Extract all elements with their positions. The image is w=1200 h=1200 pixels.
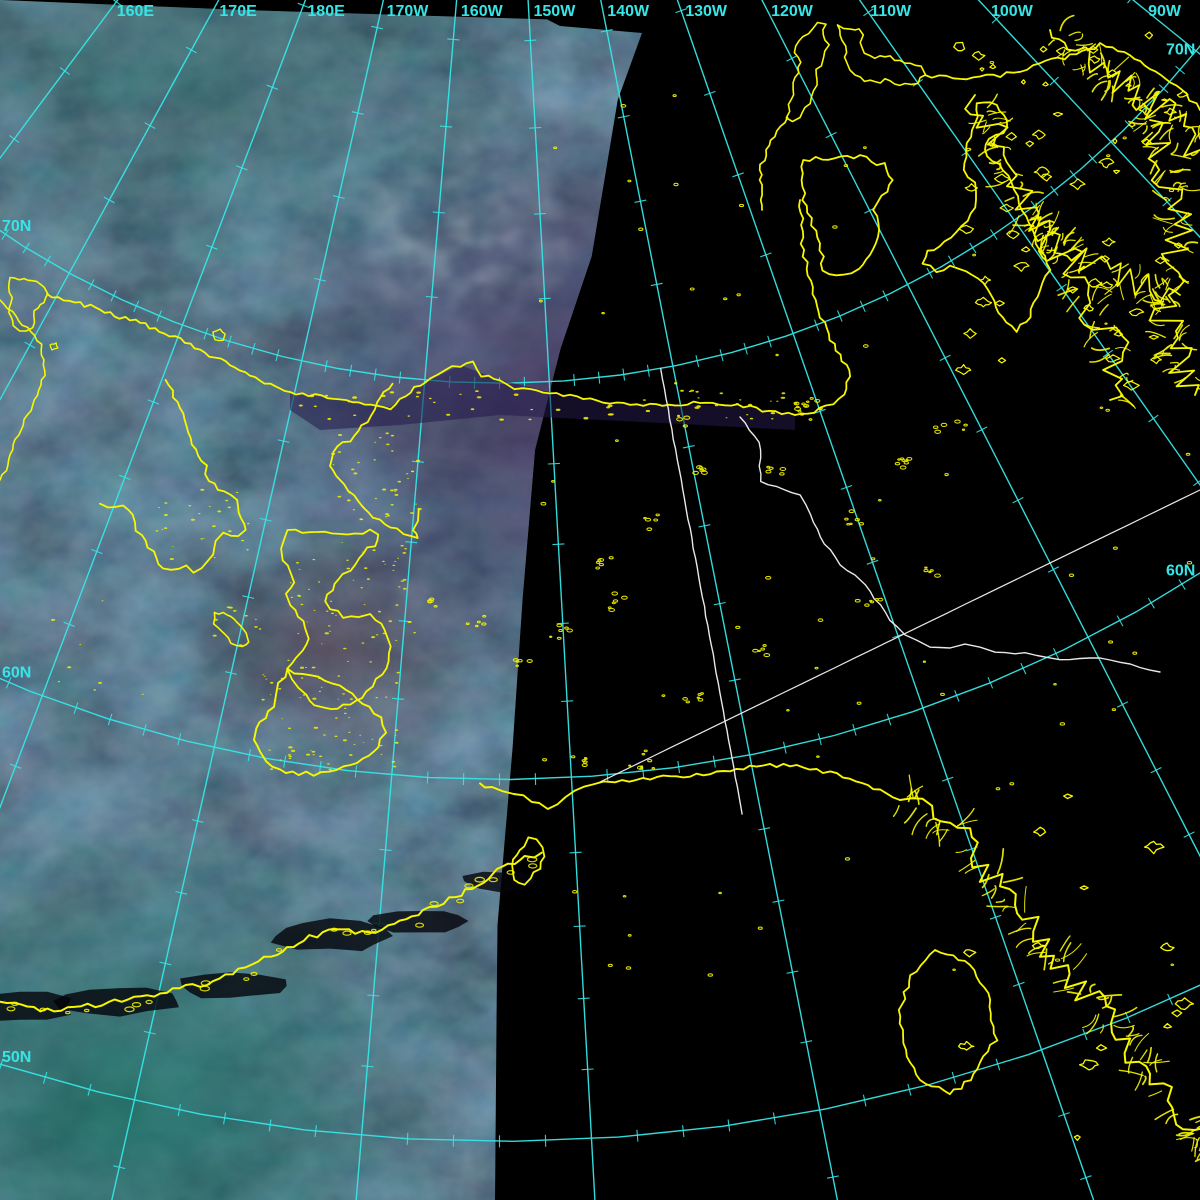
svg-text:160E: 160E bbox=[117, 3, 155, 20]
svg-text:170W: 170W bbox=[387, 3, 430, 20]
svg-text:110W: 110W bbox=[870, 3, 912, 20]
svg-text:60N: 60N bbox=[2, 665, 31, 682]
svg-text:140W: 140W bbox=[607, 3, 650, 20]
svg-text:70N: 70N bbox=[2, 218, 31, 235]
svg-text:90W: 90W bbox=[1148, 3, 1182, 20]
svg-text:100W: 100W bbox=[991, 3, 1034, 20]
svg-text:160W: 160W bbox=[461, 3, 504, 20]
svg-text:130W: 130W bbox=[685, 3, 728, 20]
svg-text:70N: 70N bbox=[1166, 41, 1195, 58]
svg-text:180E: 180E bbox=[307, 3, 345, 20]
svg-text:170E: 170E bbox=[219, 3, 257, 20]
svg-text:120W: 120W bbox=[771, 3, 814, 20]
svg-text:50N: 50N bbox=[2, 1049, 31, 1066]
svg-text:60N: 60N bbox=[1166, 563, 1195, 580]
svg-text:150W: 150W bbox=[534, 3, 577, 20]
